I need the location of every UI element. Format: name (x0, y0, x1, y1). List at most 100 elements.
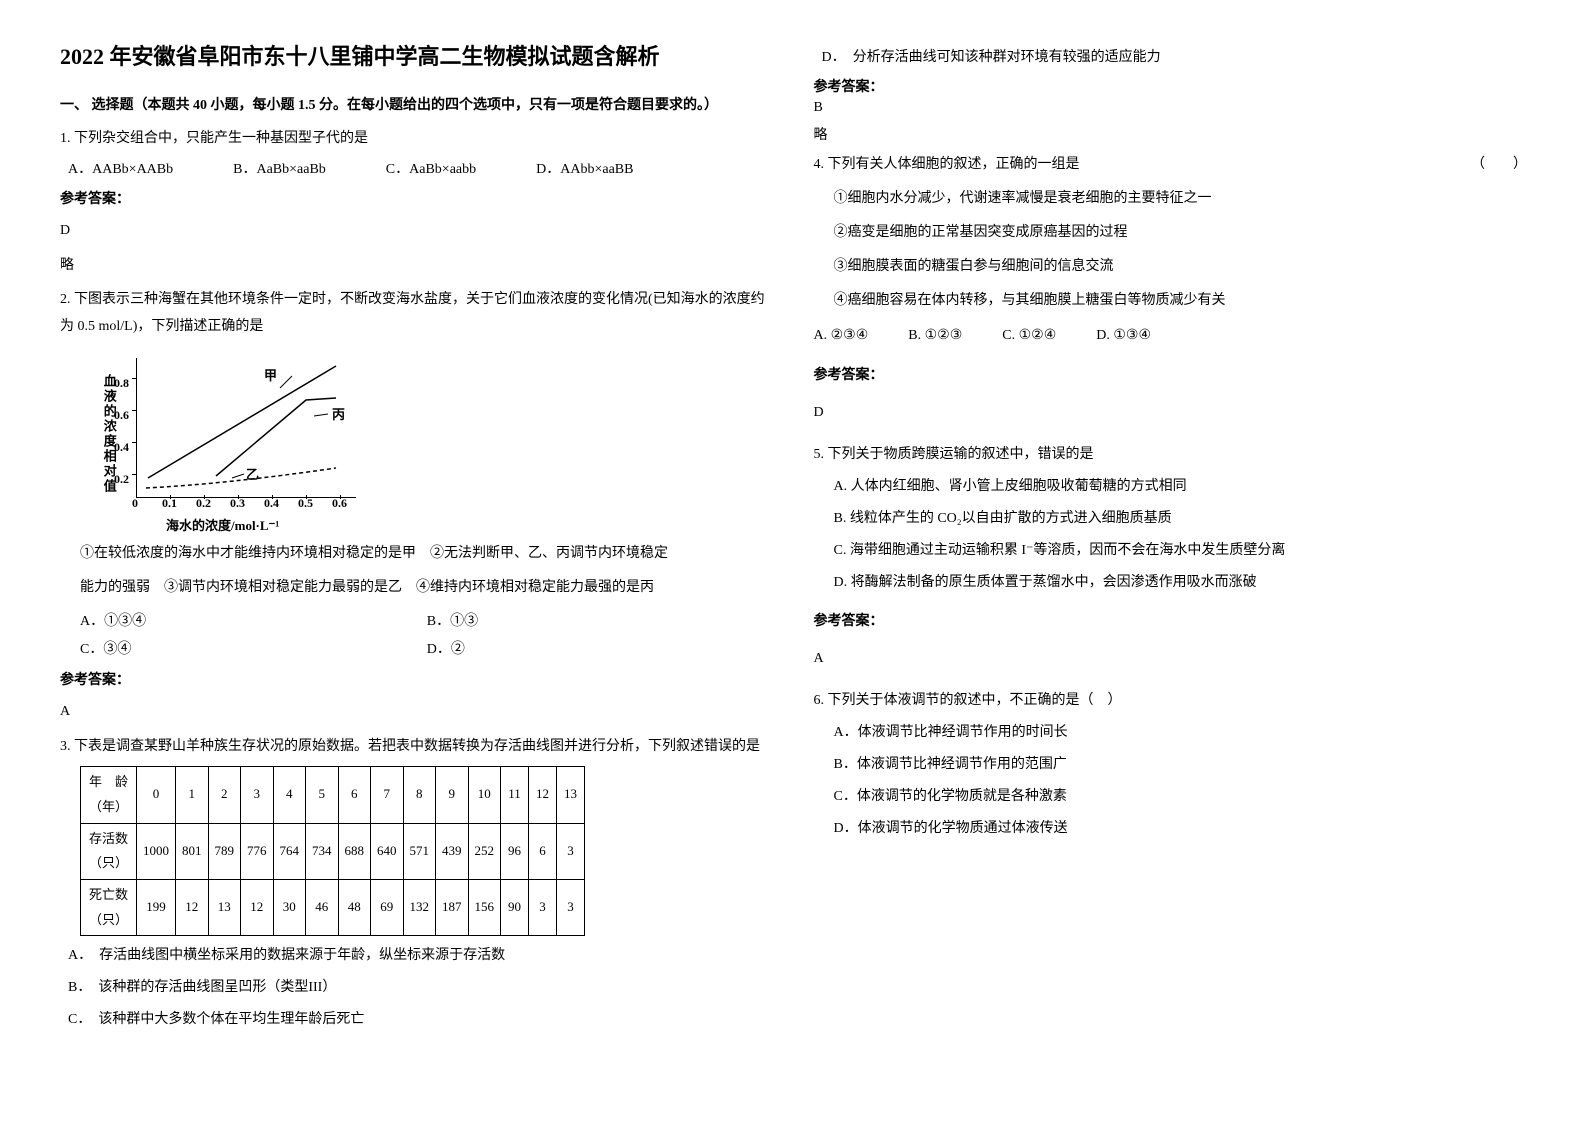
exam-title: 2022 年安徽省阜阳市东十八里铺中学高二生物模拟试题含解析 (60, 40, 774, 73)
xtick-mark (306, 495, 307, 499)
left-column: 2022 年安徽省阜阳市东十八里铺中学高二生物模拟试题含解析 一、 选择题（本题… (60, 40, 774, 1042)
q4-s2: ②癌变是细胞的正常基因突变成原癌基因的过程 (834, 219, 1528, 247)
question-4: 4. 下列有关人体细胞的叙述，正确的一组是 （ ） ①细胞内水分减少，代谢速率减… (814, 152, 1528, 426)
q4-stem: 4. 下列有关人体细胞的叙述，正确的一组是 (814, 157, 1080, 172)
td: 死亡数（只） (81, 879, 137, 935)
xtick-mark (238, 495, 239, 499)
q2-text: 2. 下图表示三种海蟹在其他环境条件一定时，不断改变海水盐度，关于它们血液浓度的… (60, 287, 774, 340)
q5-opt-c: C. 海带细胞通过主动运输积累 I⁻等溶质，因而不会在海水中发生质壁分离 (834, 537, 1528, 565)
q1-answer: D (60, 218, 774, 245)
question-3: 3. 下表是调查某野山羊种族生存状况的原始数据。若把表中数据转换为存活曲线图并进… (60, 734, 774, 1035)
q3-text: 3. 下表是调查某野山羊种族生存状况的原始数据。若把表中数据转换为存活曲线图并进… (60, 734, 774, 761)
th: 年 龄（年） (81, 767, 137, 823)
q1-note: 略 (60, 253, 774, 280)
td: 132 (403, 879, 436, 935)
td: 764 (273, 823, 306, 879)
q3-opt-a: A． 存活曲线图中横坐标采用的数据来源于年龄，纵坐标来源于存活数 (68, 942, 774, 970)
td: 3 (529, 879, 557, 935)
table-row-survive: 存活数（只） 1000 801 789 776 764 734 688 640 … (81, 823, 585, 879)
q4-answer: D (814, 400, 1528, 427)
xtick-mark (272, 495, 273, 499)
q3-opt-b: B． 该种群的存活曲线图呈凹形（类型III） (68, 974, 774, 1002)
q1-opt-d: D．AAbb×aaBB (536, 157, 633, 184)
q4-s4: ④癌细胞容易在体内转移，与其细胞膜上糖蛋白等物质减少有关 (834, 287, 1528, 315)
td: 3 (557, 879, 585, 935)
ytick-mark (132, 410, 136, 411)
q5-opt-b: B. 线粒体产生的 CO₂以自由扩散的方式进入细胞质基质 (834, 505, 1528, 533)
q4-opt-c: C. ①②④ (1002, 323, 1056, 350)
td: 1000 (137, 823, 176, 879)
q1-answer-label: 参考答案： (60, 187, 774, 214)
q4-s1: ①细胞内水分减少，代谢速率减慢是衰老细胞的主要特征之一 (834, 185, 1528, 213)
table-row-header: 年 龄（年） 0 1 2 3 4 5 6 7 8 9 10 11 12 13 (81, 767, 585, 823)
th: 2 (208, 767, 241, 823)
td: 69 (371, 879, 404, 935)
section-header: 一、 选择题（本题共 40 小题，每小题 1.5 分。在每小题给出的四个选项中，… (60, 93, 774, 118)
q6-opt-c: C．体液调节的化学物质就是各种激素 (834, 783, 1528, 811)
th: 4 (273, 767, 306, 823)
q2-opt-b: B．①③ (427, 608, 774, 636)
td: 3 (557, 823, 585, 879)
q4-opt-b: B. ①②③ (908, 323, 962, 350)
td: 存活数（只） (81, 823, 137, 879)
q4-answer-label: 参考答案： (814, 363, 1528, 390)
q2-chart: 血液的浓度相对值 0.2 0.4 0.6 0.8 0 0.1 0.2 0.3 (100, 350, 774, 530)
q5-answer: A (814, 646, 1528, 673)
ytick: 0.8 (114, 372, 129, 395)
th: 5 (306, 767, 339, 823)
ytick-mark (132, 442, 136, 443)
q4-text: 4. 下列有关人体细胞的叙述，正确的一组是 （ ） (814, 152, 1528, 179)
xtick-mark (204, 495, 205, 499)
question-1: 1. 下列杂交组合中，只能产生一种基因型子代的是 A．AABb×AABb B．A… (60, 126, 774, 279)
q2-answer: A (60, 699, 774, 726)
td: 12 (176, 879, 209, 935)
td: 789 (208, 823, 241, 879)
question-2: 2. 下图表示三种海蟹在其他环境条件一定时，不断改变海水盐度，关于它们血液浓度的… (60, 287, 774, 725)
table-row-death: 死亡数（只） 199 12 13 12 30 46 48 69 132 187 … (81, 879, 585, 935)
th: 10 (468, 767, 501, 823)
q1-opt-c: C．AaBb×aabb (386, 157, 476, 184)
tag-bing: 丙 (332, 403, 345, 428)
q5-opt-a: A. 人体内红细胞、肾小管上皮细胞吸收葡萄糖的方式相同 (834, 473, 1528, 501)
q2-stmt1: ①在较低浓度的海水中才能维持内环境相对稳定的是甲 ②无法判断甲、乙、丙调节内环境… (80, 540, 774, 568)
q5-text: 5. 下列关于物质跨膜运输的叙述中，错误的是 (814, 442, 1528, 469)
xtick-mark (340, 495, 341, 499)
td: 90 (501, 879, 529, 935)
q1-opt-a: A．AABb×AABb (68, 157, 173, 184)
td: 801 (176, 823, 209, 879)
td: 187 (436, 879, 469, 935)
chart-xlabel: 海水的浓度/mol·L⁻¹ (166, 514, 279, 539)
td: 776 (241, 823, 274, 879)
tag-jia: 甲 (264, 364, 277, 389)
ytick-mark (132, 378, 136, 379)
xtick-mark (170, 495, 171, 499)
td: 30 (273, 879, 306, 935)
ytick-mark (132, 474, 136, 475)
td: 688 (338, 823, 371, 879)
td: 6 (529, 823, 557, 879)
th: 1 (176, 767, 209, 823)
q2-answer-label: 参考答案： (60, 668, 774, 695)
q6-opt-b: B．体液调节比神经调节作用的范围广 (834, 751, 1528, 779)
q2-opt-c: C．③④ (80, 636, 427, 664)
question-6: 6. 下列关于体液调节的叙述中，不正确的是（ ） A．体液调节比神经调节作用的时… (814, 688, 1528, 843)
td: 640 (371, 823, 404, 879)
ytick: 0.4 (114, 436, 129, 459)
th: 8 (403, 767, 436, 823)
q6-text: 6. 下列关于体液调节的叙述中，不正确的是（ ） (814, 688, 1528, 715)
th: 7 (371, 767, 404, 823)
td: 12 (241, 879, 274, 935)
q1-options: A．AABb×AABb B．AaBb×aaBb C．AaBb×aabb D．AA… (68, 157, 774, 184)
q6-opt-a: A．体液调节比神经调节作用的时间长 (834, 719, 1528, 747)
th: 11 (501, 767, 529, 823)
q2-opt-d: D．② (427, 636, 774, 664)
q3-table: 年 龄（年） 0 1 2 3 4 5 6 7 8 9 10 11 12 13 存… (80, 766, 585, 936)
ytick: 0.2 (114, 468, 129, 491)
q3-answer: B (814, 100, 1528, 116)
td: 439 (436, 823, 469, 879)
td: 252 (468, 823, 501, 879)
q4-options: A. ②③④ B. ①②③ C. ①②④ D. ①③④ (814, 323, 1528, 350)
th: 13 (557, 767, 585, 823)
td: 734 (306, 823, 339, 879)
td: 48 (338, 879, 371, 935)
